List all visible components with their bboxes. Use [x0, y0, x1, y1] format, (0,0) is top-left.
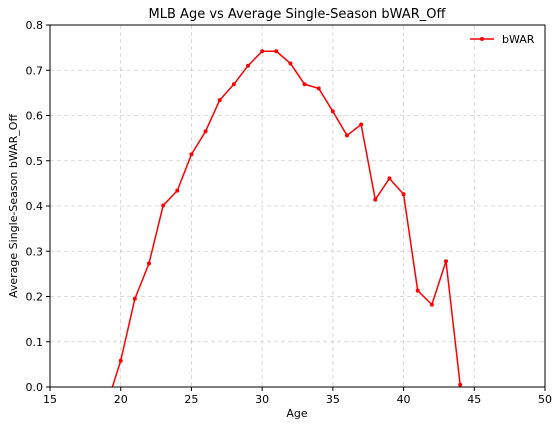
data-point [161, 203, 166, 208]
x-tick-label: 45 [467, 393, 481, 406]
ticks: 15 20 25 30 35 40 45 50 0.0 0.1 0.2 0.3 0.4 0.5 0.6 0.7… [26, 19, 553, 406]
data-point [415, 288, 420, 293]
data-point [132, 296, 137, 301]
y-axis-label: Average Single-Season bWAR_Off [7, 114, 20, 298]
data-point [345, 133, 349, 138]
data-point [147, 261, 151, 266]
data-point [217, 98, 222, 103]
data-point [316, 86, 321, 91]
x-tick-label: 30 [255, 393, 269, 406]
data-point [203, 129, 208, 134]
data-point [429, 302, 434, 307]
x-axis-label: Age [286, 407, 308, 420]
data-point [401, 192, 406, 197]
y-tick-label: 0.3 [26, 245, 44, 258]
data-point [246, 63, 250, 68]
legend: bWAR [470, 33, 535, 46]
y-tick-label: 0.5 [26, 155, 44, 168]
x-tick-label: 50 [538, 393, 552, 406]
y-tick-label: 0.8 [26, 19, 44, 32]
x-tick-label: 35 [326, 393, 340, 406]
series-layer [105, 49, 463, 407]
legend-marker [480, 37, 484, 41]
y-tick-label: 0.2 [26, 291, 44, 304]
data-point [302, 82, 307, 87]
data-point [359, 122, 364, 127]
data-point [444, 259, 448, 264]
y-tick-label: 0.0 [26, 381, 44, 394]
y-tick-label: 0.1 [26, 336, 44, 349]
y-tick-label: 0.4 [26, 200, 44, 213]
x-tick-label: 20 [114, 393, 128, 406]
chart-title: MLB Age vs Average Single-Season bWAR_Of… [149, 7, 447, 22]
data-point [373, 197, 378, 202]
grid [49, 24, 546, 388]
y-tick-label: 0.6 [26, 110, 44, 123]
data-point [105, 403, 109, 407]
data-point [274, 49, 279, 54]
data-point [118, 358, 123, 363]
x-tick-label: 40 [397, 393, 411, 406]
x-tick-label: 25 [184, 393, 198, 406]
data-point [231, 82, 236, 87]
data-point [189, 152, 194, 157]
data-point [458, 382, 463, 387]
x-tick-label: 15 [43, 393, 57, 406]
data-point [288, 61, 293, 66]
data-point [387, 176, 392, 181]
data-point [175, 188, 180, 193]
y-tick-label: 0.7 [26, 64, 44, 77]
series-line-bwar [111, 50, 461, 387]
data-point [260, 49, 265, 54]
legend-entry-bwar: bWAR [502, 33, 535, 46]
data-point [330, 109, 335, 114]
